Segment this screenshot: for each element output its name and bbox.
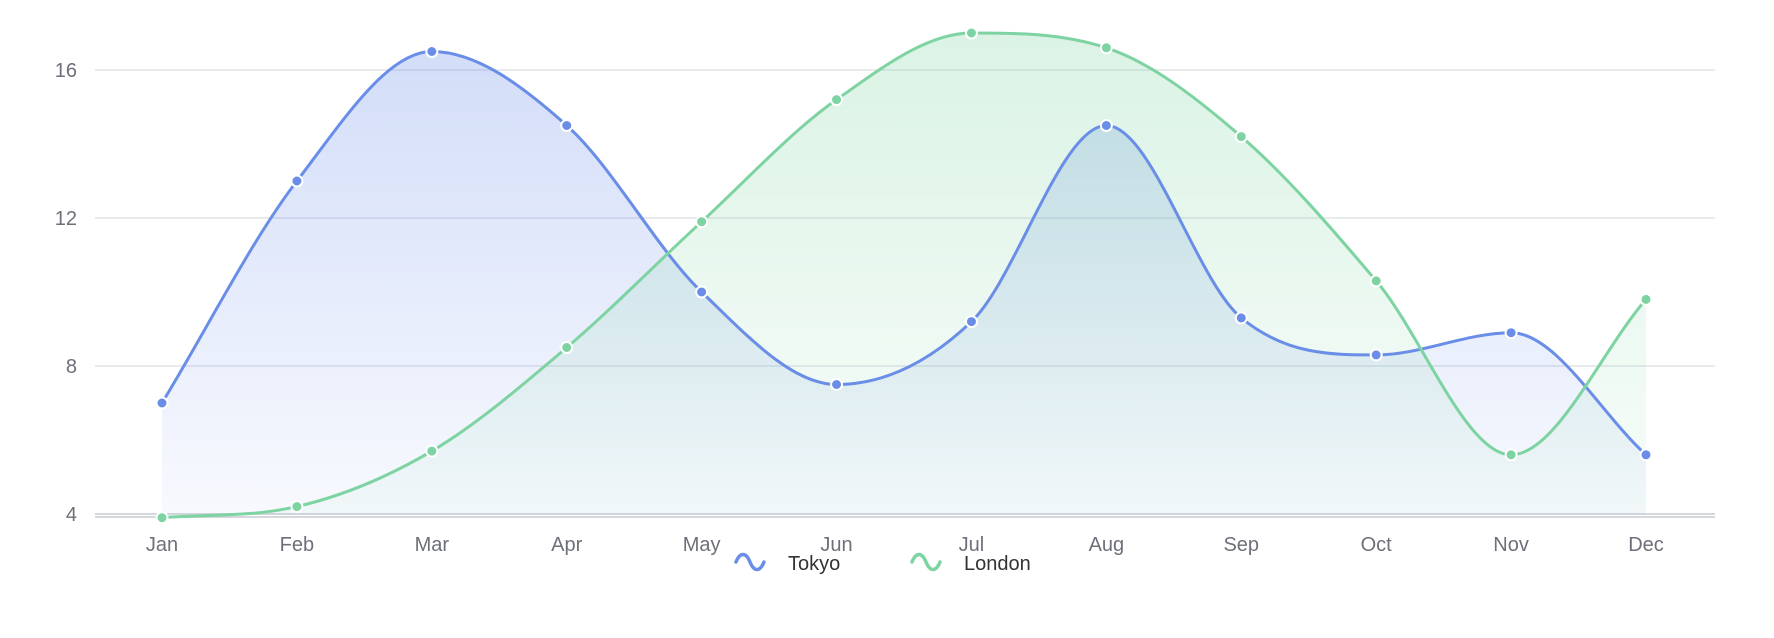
series-0-point[interactable]: [155, 396, 169, 410]
legend-label: London: [964, 553, 1031, 575]
series-0-point[interactable]: [290, 174, 304, 188]
x-tick-label: May: [683, 534, 721, 556]
series-1-point[interactable]: [1504, 448, 1518, 462]
x-tick-label: Nov: [1493, 534, 1529, 556]
x-tick-label: Jul: [959, 534, 985, 556]
series-1-point[interactable]: [695, 215, 709, 229]
series-1-point[interactable]: [290, 500, 304, 514]
legend-label: Tokyo: [788, 553, 840, 575]
area-fills: [162, 33, 1646, 518]
x-tick-label: Feb: [280, 534, 314, 556]
series-0-point[interactable]: [1234, 311, 1248, 325]
x-tick-label: Mar: [415, 534, 450, 556]
series-0-point[interactable]: [1099, 119, 1113, 132]
x-tick-label: Jun: [820, 534, 852, 556]
legend: Tokyo London: [734, 552, 1031, 575]
series-1-point[interactable]: [425, 444, 439, 458]
x-tick-label: Sep: [1223, 534, 1259, 556]
series-0-point[interactable]: [560, 119, 574, 132]
series-0-point[interactable]: [425, 45, 439, 58]
legend-wave-icon: [910, 552, 942, 572]
x-tick-label: Aug: [1089, 534, 1125, 556]
series-0-point[interactable]: [1369, 348, 1383, 362]
series-0-point[interactable]: [1504, 326, 1518, 340]
series-1-point[interactable]: [964, 26, 978, 40]
y-tick-label: 12: [55, 208, 77, 230]
y-tick-label: 8: [66, 356, 77, 378]
legend-item-1[interactable]: London: [910, 552, 1031, 575]
series-1-point[interactable]: [830, 93, 844, 107]
legend-item-0[interactable]: Tokyo: [734, 552, 840, 575]
y-tick-label: 4: [66, 504, 77, 526]
series-1-point[interactable]: [1099, 41, 1113, 55]
x-tick-label: Jan: [146, 534, 178, 556]
series-1-point[interactable]: [1639, 292, 1653, 306]
x-tick-label: Oct: [1361, 534, 1393, 556]
y-axis-labels: 4 8 12 16: [55, 60, 77, 526]
x-tick-label: Dec: [1628, 534, 1664, 556]
series-0-point[interactable]: [964, 315, 978, 329]
series-1-point[interactable]: [1369, 274, 1383, 288]
series-1-point[interactable]: [155, 511, 169, 525]
y-tick-label: 16: [55, 60, 77, 82]
series-0-point[interactable]: [830, 378, 844, 391]
x-tick-label: Apr: [551, 534, 582, 556]
x-axis-labels: Jan Feb Mar Apr May Jun Jul Aug Sep Oct Nov Dec: [146, 534, 1664, 556]
series-1-point[interactable]: [1234, 130, 1248, 144]
series-0-point[interactable]: [695, 285, 709, 299]
series-1-point[interactable]: [560, 341, 574, 354]
series-1-area: [162, 33, 1646, 518]
series-0-point[interactable]: [1639, 448, 1653, 462]
legend-wave-icon: [734, 552, 766, 572]
data-points: [155, 26, 1653, 525]
